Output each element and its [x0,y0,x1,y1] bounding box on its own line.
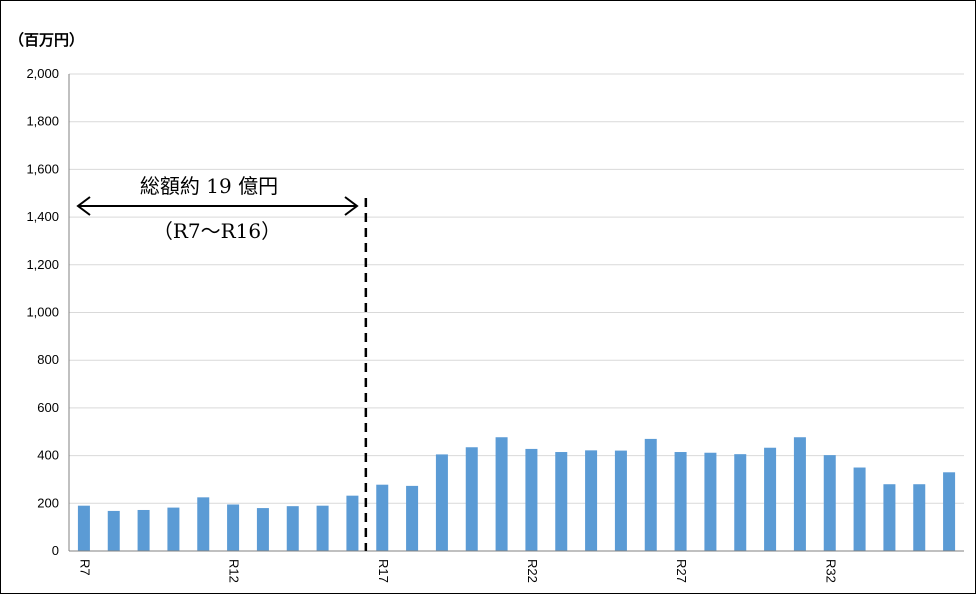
bar [227,504,240,551]
bar [465,447,478,551]
bar [197,497,210,551]
y-tick-label: 1,800 [26,114,59,129]
x-tick-label: R17 [376,559,391,583]
x-tick-label: R32 [823,559,838,583]
y-tick-label: 1,200 [26,257,59,272]
bar [853,467,866,551]
bar [256,508,269,551]
arrow-head-left-icon [76,196,91,216]
bar [286,506,299,551]
arrow-head-right-icon [344,196,359,216]
bar [585,450,598,551]
bar [435,454,448,551]
bar [644,438,657,551]
annotation-period: （R7〜R16） [153,219,281,243]
bar [107,510,120,551]
y-tick-label: 600 [37,400,59,415]
y-tick-label: 400 [37,448,59,463]
bar [823,455,836,551]
bar [525,448,538,551]
bar [764,447,777,551]
bar [406,485,419,551]
bar [376,484,389,551]
bar [316,505,329,551]
bar [704,452,717,551]
gridlines [69,73,964,504]
bar [943,472,956,551]
y-tick-label: 2,000 [26,66,59,81]
y-tick-label: 1,600 [26,161,59,176]
annotation-total: 総額約 19 億円 [140,174,278,198]
bar [555,452,568,551]
y-tick-label: 200 [37,495,59,510]
x-tick-label: R27 [674,559,689,583]
bar [346,495,359,551]
bar [167,507,180,551]
x-tick-label: R7 [77,559,92,576]
y-tick-label: 800 [37,352,59,367]
y-tick-label: 0 [52,543,59,558]
bar [674,452,687,551]
y-axis-ticks: 0 200 400 600 800 1,000 1,200 1,400 1,600 1,800 2,… [26,66,59,558]
bar [77,505,90,551]
y-tick-label: 1,400 [26,209,59,224]
bar [883,484,896,551]
x-axis-ticks: R7 R12 R17 R22 R27 R32 [77,559,838,583]
bars [77,437,956,551]
x-tick-label: R12 [227,559,242,583]
bar [495,437,508,551]
bar [913,484,926,551]
unit-label: （百万円） [9,31,84,49]
y-tick-label: 1,000 [26,305,59,320]
bar [137,509,150,551]
annotation: 総額約 19 億円 （R7〜R16） [76,174,368,551]
bar [614,450,627,551]
bar [734,454,747,551]
bar [793,437,806,551]
x-tick-label: R22 [525,559,540,583]
